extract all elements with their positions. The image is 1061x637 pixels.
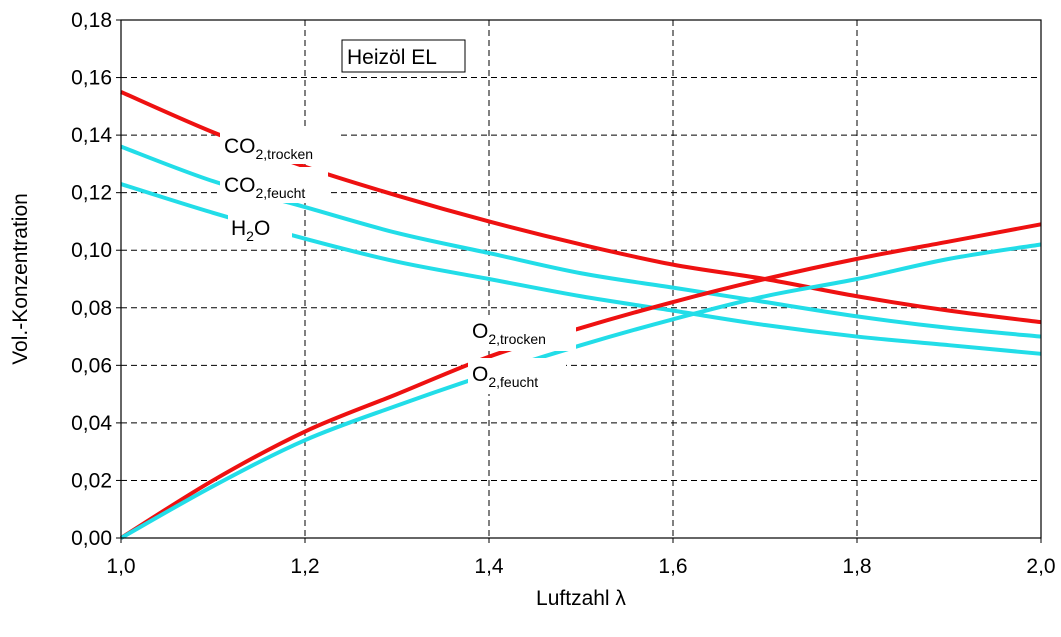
y-tick-label: 0,14 — [71, 124, 112, 147]
annotation-box: Heizöl EL — [341, 39, 466, 73]
series-label-o2-trocken: O2,trocken — [472, 320, 546, 347]
label-o2-feucht: O2,feucht — [468, 358, 566, 394]
series-label-h2o: H2O — [231, 217, 270, 244]
annotation-text: Heizöl EL — [347, 46, 437, 69]
series-label-co2-feucht: CO2,feucht — [224, 174, 305, 201]
y-tick-labels: 0,00 0,02 0,04 0,06 0,08 0,10 0,12 0,14 0,16 0,18 — [71, 9, 121, 550]
x-tick-label: 1,4 — [474, 555, 504, 578]
label-co2-feucht: CO2,feucht — [220, 167, 328, 203]
label-mask — [220, 167, 328, 203]
label-o2-trocken: O2,trocken — [468, 315, 576, 351]
label-mask — [468, 315, 576, 351]
x-tick-labels: 1,0 1,2 1,4 1,6 1,8 2,0 — [106, 538, 1056, 578]
y-tick-label: 0,04 — [71, 412, 112, 435]
y-tick-label: 0,18 — [71, 9, 112, 32]
y-tick-label: 0,08 — [71, 297, 112, 320]
y-tick-label: 0,16 — [71, 67, 112, 90]
plot-frame — [120, 19, 1042, 539]
series-line-o2-feucht — [120, 242, 1042, 540]
y-tick-label: 0,02 — [71, 469, 112, 492]
plot-area — [121, 20, 1041, 538]
label-co2-trocken: CO2,trocken — [220, 128, 338, 164]
y-axis-title: Vol.-Konzentration — [9, 193, 32, 365]
x-tick-label: 1,2 — [290, 555, 319, 578]
y-tick-label: 0,10 — [71, 239, 112, 262]
series-label-co2-trocken: CO2,trocken — [224, 135, 313, 162]
x-axis-title: Luftzahl λ — [536, 587, 626, 610]
label-mask — [228, 210, 292, 246]
y-tick-label: 0,12 — [71, 182, 112, 205]
x-tick-label: 1,8 — [842, 555, 871, 578]
label-mask — [468, 358, 566, 394]
series-label-o2-feucht: O2,feucht — [472, 363, 538, 390]
x-tick-label: 2,0 — [1026, 555, 1055, 578]
curve-labels: CO2,trocken CO2,feucht H2O O2,trocken O2… — [220, 128, 576, 394]
series-line-o2-trocken — [119, 222, 1042, 540]
y-tick-label: 0,00 — [71, 527, 112, 550]
y-tick-label: 0,06 — [71, 354, 112, 377]
x-tick-label: 1,6 — [658, 555, 687, 578]
x-tick-label: 1,0 — [106, 555, 135, 578]
label-h2o: H2O — [228, 210, 292, 246]
label-mask — [220, 128, 338, 164]
annotation-frame — [341, 39, 466, 73]
